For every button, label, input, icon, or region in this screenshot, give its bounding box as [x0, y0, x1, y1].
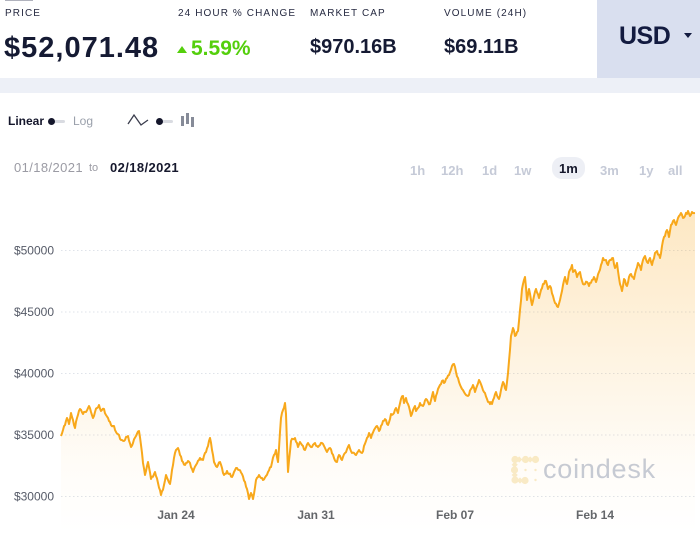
- svg-text:$35000: $35000: [14, 428, 54, 442]
- svg-text:$45000: $45000: [14, 305, 54, 319]
- svg-text:$30000: $30000: [14, 490, 54, 504]
- svg-text:$40000: $40000: [14, 367, 54, 381]
- svg-text:$50000: $50000: [14, 244, 54, 258]
